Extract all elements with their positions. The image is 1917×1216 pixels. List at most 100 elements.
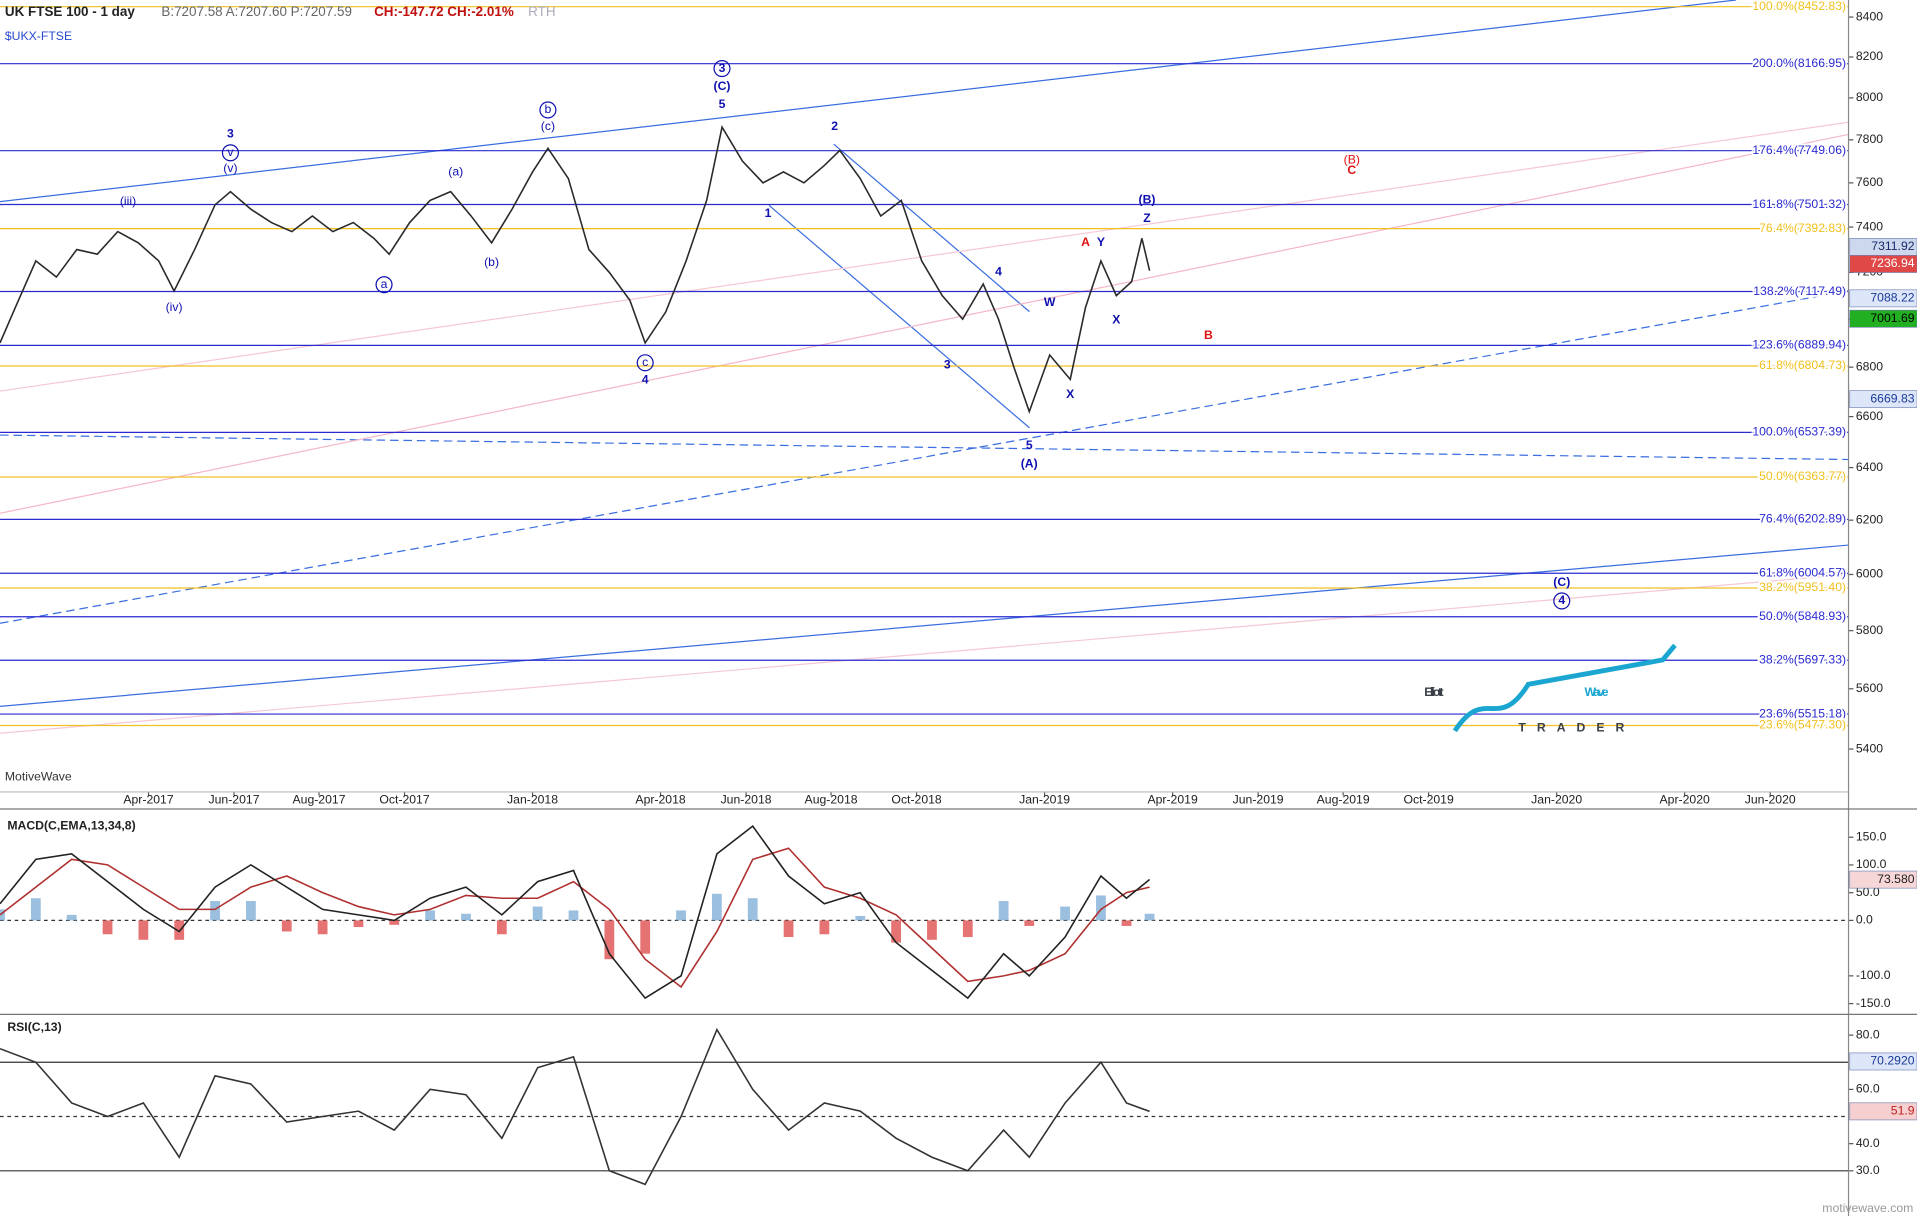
y-tick-label: 40.0 [1856, 1136, 1880, 1150]
histogram-bar [102, 920, 113, 935]
histogram-bar [568, 910, 579, 921]
y-tick-label: 7400 [1856, 219, 1883, 233]
wave-label: X [1112, 312, 1121, 326]
histogram-bar [210, 900, 220, 921]
instrument: UK FTSE 100 - 1 day [5, 4, 135, 19]
level-label: 23.6%(5515.18) [1759, 706, 1846, 720]
y-tick-label: 8200 [1856, 49, 1883, 63]
y-tick-label: 150.0 [1856, 829, 1887, 843]
y-tick-label: 7600 [1856, 175, 1883, 189]
x-tick-label: Jan-2020 [1531, 793, 1582, 807]
wave-label: (c) [541, 119, 555, 133]
x-tick-label: Aug-2018 [805, 793, 858, 807]
series-line [0, 1027, 1150, 1186]
x-tick-label: Apr-2018 [635, 793, 685, 807]
histogram-bar [711, 893, 722, 921]
y-tick-label: 60.0 [1856, 1082, 1880, 1096]
histogram-bar [246, 900, 256, 921]
price-marker-label: 73.580 [1877, 872, 1915, 886]
channel-line [833, 143, 1030, 313]
wave-label: 4 [1558, 593, 1565, 607]
trend-lines [0, 0, 1849, 734]
wave-label: a [381, 277, 388, 291]
histogram-bar [353, 920, 364, 928]
histogram-bar [676, 910, 686, 921]
logo-text: Wave [1584, 685, 1608, 699]
histogram-bar [174, 920, 185, 940]
level-label: 200.0%(8166.95) [1752, 56, 1846, 70]
price-marker-label: 7088.22 [1870, 291, 1914, 305]
x-tick-label: Jun-2020 [1745, 793, 1796, 807]
y-tick-label: 7800 [1856, 132, 1883, 146]
y-tick-label: 80.0 [1856, 1027, 1880, 1041]
wave-label: Y [1097, 235, 1105, 249]
wave-label: v [227, 145, 234, 159]
wave-label: 1 [765, 206, 772, 220]
level-label: 38.2%(5697.33) [1759, 652, 1846, 666]
histogram-bar [604, 920, 615, 960]
price-marker [1849, 309, 1917, 328]
histogram-bar [281, 920, 292, 932]
wave-label: 3 [719, 61, 726, 75]
price-marker-label: 70.2920 [1870, 1054, 1914, 1068]
histogram-bar [783, 920, 794, 938]
level-label: 161.8%(7501.32) [1752, 197, 1846, 211]
histogram-bar [855, 915, 866, 921]
level-label: 38.2%(5951.40) [1759, 580, 1846, 594]
symbol: $UKX-FTSE [5, 29, 72, 43]
wave-label: (C) [1553, 575, 1570, 589]
wave-label: (v) [223, 161, 237, 175]
wave-label: 3 [944, 358, 951, 372]
wave-label: c [642, 355, 648, 369]
y-tick-label: 0.0 [1856, 913, 1873, 927]
wave-circle [539, 101, 557, 119]
price-marker-label: 51.9 [1891, 1104, 1915, 1118]
wave-label: b [545, 102, 552, 116]
level-label: 76.4%(7392.83) [1759, 221, 1846, 235]
x-tick-label: Jun-2019 [1233, 793, 1284, 807]
x-tick-label: Jan-2019 [1019, 793, 1070, 807]
price-marker [1849, 255, 1917, 273]
channel-line [768, 204, 1030, 429]
price-marker-label: 6669.83 [1870, 391, 1914, 405]
x-tick-label: Apr-2020 [1660, 793, 1710, 807]
wave-label: B [1204, 328, 1213, 342]
x-tick-label: Aug-2017 [293, 793, 346, 807]
wave-label: 2 [831, 119, 838, 133]
wave-circle [713, 59, 731, 78]
histogram-bar [532, 906, 543, 921]
x-tick-label: Oct-2019 [1404, 793, 1454, 807]
histogram-bar [389, 920, 400, 925]
price-marker [1849, 390, 1917, 409]
histogram-bar [138, 920, 149, 940]
trend-line [0, 0, 1737, 203]
wave-label: 5 [719, 97, 726, 111]
wave-circle [1553, 592, 1571, 610]
trend-line [0, 434, 1849, 461]
wave-label: 5 [1026, 438, 1033, 452]
price-marker [1849, 289, 1917, 308]
histogram-bar [1121, 920, 1132, 926]
histogram-bar [927, 920, 937, 940]
y-tick-label: 6400 [1856, 460, 1883, 474]
logo-swoosh [1452, 643, 1677, 733]
wave-label: 4 [995, 265, 1002, 279]
level-label: 100.0%(6537.39) [1752, 425, 1846, 439]
histogram-bar [962, 920, 973, 938]
level-label: 50.0%(5848.93) [1759, 609, 1846, 623]
price-marker-label: 7236.94 [1870, 256, 1914, 270]
wave-label: W [1044, 295, 1056, 309]
level-label: 138.2%(7117.49) [1753, 284, 1846, 298]
trend-line [0, 290, 1849, 624]
wave-circle [375, 276, 393, 294]
y-tick-label: 6800 [1856, 359, 1883, 373]
level-label: 50.0%(6363.77) [1759, 469, 1846, 483]
y-tick-label: -100.0 [1856, 968, 1891, 982]
price-marker-label: 7311.92 [1871, 239, 1914, 253]
y-tick-label: 30.0 [1856, 1163, 1880, 1177]
y-tick-label: 100.0 [1856, 857, 1887, 871]
logo-text: Elliott [1424, 685, 1443, 699]
y-tick-label: 5800 [1856, 623, 1883, 637]
